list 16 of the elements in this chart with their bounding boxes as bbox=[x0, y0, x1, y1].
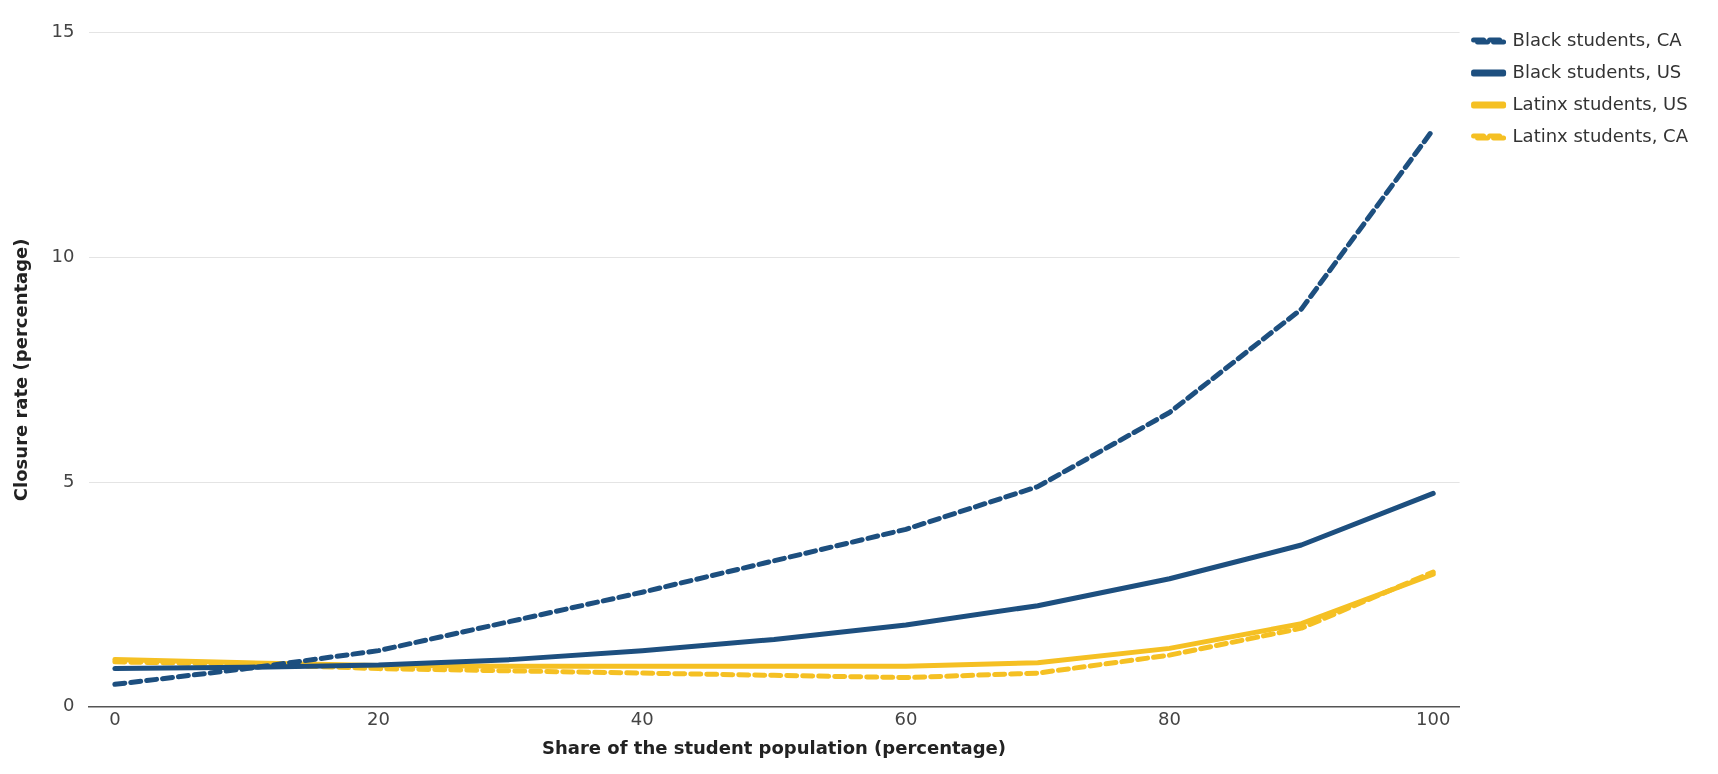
legend-label: Latinx students, US bbox=[1512, 92, 1688, 114]
legend-label: Black students, US bbox=[1512, 60, 1682, 82]
legend-label: Latinx students, CA bbox=[1512, 124, 1689, 146]
legend-label: Black students, CA bbox=[1512, 28, 1683, 50]
x-tick-label: 100 bbox=[1416, 708, 1451, 730]
y-tick-label: 10 bbox=[51, 245, 75, 267]
y-tick-label: 5 bbox=[63, 469, 75, 491]
y-axis-title: Closure rate (percentage) bbox=[10, 238, 32, 502]
x-tick-label: 60 bbox=[894, 708, 918, 730]
y-tick-label: 0 bbox=[63, 694, 75, 716]
x-tick-label: 40 bbox=[630, 708, 654, 730]
x-tick-label: 20 bbox=[367, 708, 390, 730]
x-tick-label: 80 bbox=[1158, 708, 1181, 730]
x-tick-label: 0 bbox=[109, 708, 121, 730]
y-tick-label: 15 bbox=[51, 20, 75, 42]
x-axis-title: Share of the student population (percentage) bbox=[542, 736, 1007, 758]
